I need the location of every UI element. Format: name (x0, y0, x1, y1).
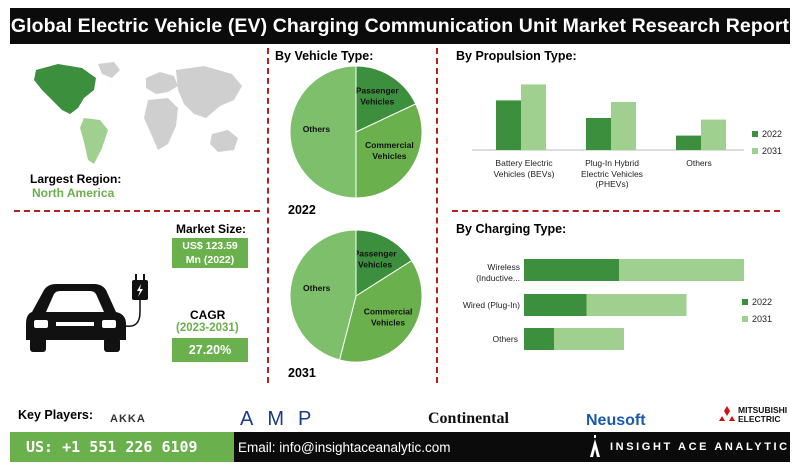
footer-email[interactable]: Email: info@insightaceanalytic.com (238, 439, 451, 455)
cagr-label: CAGR (190, 308, 226, 322)
pie-2022-slice-2 (289, 65, 357, 199)
charging-legend-2031: 2031 (742, 314, 772, 324)
vehicle-type-pie-2031: Passenger Vehicles Commercial Vehicles Other… (289, 229, 423, 363)
market-size-value-line2: Mn (2022) (185, 254, 235, 266)
logo-amp: AMP (240, 408, 326, 430)
propulsion-legend-2022: 2022 (752, 129, 782, 139)
pie-2031-slice-2 (289, 229, 357, 361)
pie-2022-label-0: Passenger Vehicles (356, 86, 400, 107)
market-size-label: Market Size: (176, 222, 247, 236)
pie-2031-slice-0 (355, 229, 413, 297)
divider-right (436, 48, 438, 383)
charging-bar-0-2031 (619, 259, 744, 281)
market-size-value-line1: US$ 123.59 (182, 240, 238, 252)
world-map (34, 62, 242, 164)
charging-legend-2022-text: 2022 (752, 297, 773, 307)
pie-2031-label-2: Others (303, 283, 331, 293)
logo-mitsubishi-line2: ELECTRIC (738, 414, 781, 424)
brand-logo-icon (590, 435, 600, 457)
logo-neusoft: Neusoft (586, 412, 646, 429)
footer-phone: US: +1 551 226 6109 (10, 432, 234, 462)
propulsion-cat-label-1: Plug-In Hybrid Electric Vehicles (PHEVs) (581, 158, 643, 189)
charging-bar-chart (524, 259, 744, 350)
propulsion-legend-2022-text: 2022 (762, 129, 783, 139)
charging-bar-2-2022 (524, 328, 554, 350)
report-title: Global Electric Vehicle (EV) Charging Co… (10, 8, 790, 44)
charging-bar-2-2031 (554, 328, 624, 350)
region-value: North America (32, 186, 115, 200)
charging-legend-2031-text: 2031 (752, 314, 773, 324)
propulsion-bar-0-2022 (496, 100, 521, 150)
charging-bar-0-2022 (524, 259, 619, 281)
propulsion-bar-1-2022 (586, 118, 611, 150)
propulsion-bar-2-2022 (676, 135, 701, 150)
propulsion-cat-label-2: Others (686, 158, 712, 168)
market-size-value: US$ 123.59 Mn (2022) (172, 238, 248, 268)
divider-left-h (14, 210, 260, 212)
car-charging-icon (26, 274, 148, 352)
logo-mitsubishi-line1: MITSUBISHI (738, 405, 788, 415)
cagr-value: 27.20% (172, 338, 248, 362)
charging-bar-1-2031 (586, 294, 687, 316)
charging-cat-label-1: Wired (Plug-In) (462, 300, 520, 310)
charging-bar-1-2022 (524, 294, 587, 316)
vehicle-type-title: By Vehicle Type: (275, 49, 374, 63)
propulsion-bar-0-2031 (521, 84, 546, 150)
propulsion-bar-1-2031 (611, 102, 636, 150)
footer-brand: INSIGHT ACE ANALYTIC (610, 441, 790, 453)
logo-mitsubishi: MITSUBISHI ELECTRIC (738, 406, 787, 424)
key-players-label: Key Players: (18, 408, 94, 422)
propulsion-cat-label-0: Battery Electric Vehicles (BEVs) (493, 158, 555, 179)
mitsubishi-diamonds-icon (719, 406, 735, 421)
pie-2031-year: 2031 (288, 366, 316, 380)
vehicle-type-pie-2022: Passenger Vehicles Commercial Vehicles Other… (289, 65, 423, 199)
logo-continental: Continental (428, 410, 509, 427)
propulsion-bar-chart (472, 84, 744, 151)
cagr-period: (2023-2031) (176, 322, 239, 334)
pie-2031-label-0: Passenger Vehicles (354, 248, 398, 269)
pie-2022-slice-1 (355, 103, 423, 199)
pie-2022-label-2: Others (303, 124, 331, 134)
propulsion-legend-2031: 2031 (752, 146, 782, 156)
charging-legend-2022: 2022 (742, 297, 772, 307)
pie-2022-label-1: Commercial Vehicles (365, 140, 414, 161)
charging-type-title: By Charging Type: (456, 222, 567, 236)
divider-left (267, 48, 269, 383)
logo-akka: AKKA (110, 413, 146, 425)
pie-2031-slice-1 (338, 259, 423, 363)
charging-cat-label-2: Others (492, 334, 518, 344)
pie-2022-slice-0 (355, 65, 417, 133)
propulsion-legend-2031-text: 2031 (762, 146, 783, 156)
propulsion-bar-2-2031 (701, 119, 726, 150)
pie-2022-year: 2022 (288, 203, 316, 217)
pie-2031-label-1: Commercial Vehicles (364, 306, 413, 327)
propulsion-type-title: By Propulsion Type: (456, 49, 577, 63)
charging-cat-label-0: Wireless (Inductive... (476, 262, 520, 283)
region-label: Largest Region: (30, 172, 122, 186)
divider-right-h (452, 210, 780, 212)
